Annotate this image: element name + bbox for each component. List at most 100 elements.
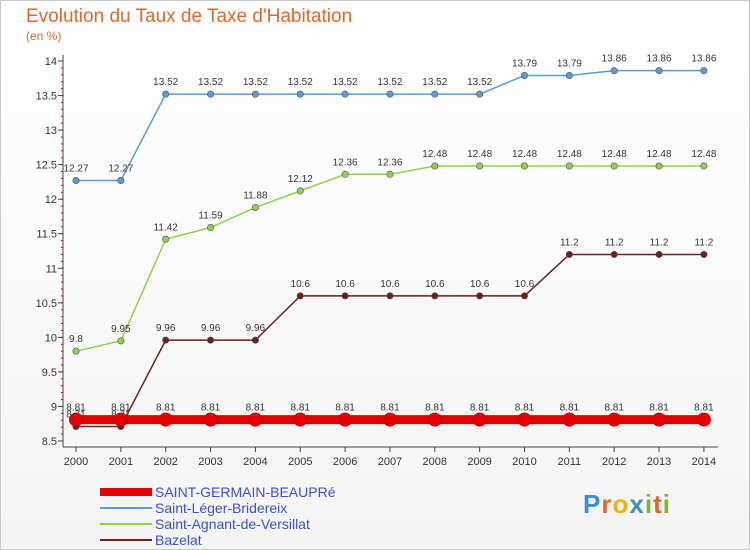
data-point — [520, 292, 528, 300]
chart-title: Evolution du Taux de Taxe d'Habitation — [26, 6, 353, 27]
data-label: 13.52 — [198, 77, 223, 88]
series-1: 12.27 12.27 13.52 13.52 13.52 13.52 13.52 13.52… — [63, 54, 717, 185]
data-point — [248, 412, 263, 427]
data-label: 13.52 — [467, 77, 492, 88]
data-point — [696, 412, 711, 427]
data-point — [207, 90, 215, 98]
data-point — [251, 336, 259, 344]
data-label: 9.96 — [156, 323, 176, 334]
data-label: 11.59 — [198, 211, 223, 222]
data-label: 12.48 — [691, 149, 716, 160]
data-point — [610, 162, 618, 170]
data-label: 11.2 — [650, 237, 669, 248]
data-point — [293, 412, 308, 427]
y-tick-label: 9 — [51, 401, 57, 413]
data-label: 10.6 — [515, 279, 535, 290]
x-tick-label: 2012 — [602, 456, 626, 468]
logo-letter: i — [644, 489, 654, 519]
x-tick-label: 2004 — [243, 456, 267, 468]
data-point — [476, 162, 484, 170]
data-label: 8.81 — [335, 403, 355, 414]
data-point — [565, 72, 573, 80]
data-point — [655, 67, 663, 75]
data-label: 12.27 — [63, 164, 88, 175]
y-tick-label: 14 — [45, 56, 57, 68]
data-label: 12.36 — [377, 157, 402, 168]
y-tick-label: 8.5 — [42, 436, 57, 448]
data-label: 13.52 — [422, 77, 447, 88]
data-label: 8.81 — [380, 403, 400, 414]
data-label: 13.52 — [377, 77, 402, 88]
data-point — [472, 412, 487, 427]
data-point — [296, 90, 304, 98]
data-point — [251, 90, 259, 98]
data-point — [655, 162, 663, 170]
x-tick-label: 2000 — [64, 456, 88, 468]
data-label: 10.6 — [425, 279, 445, 290]
data-label: 8.81 — [111, 403, 131, 414]
data-point — [520, 72, 528, 80]
data-label: 9.96 — [201, 323, 221, 334]
y-tick-label: 12 — [45, 194, 57, 206]
logo-letter: t — [653, 489, 663, 519]
data-point — [655, 250, 663, 258]
data-point — [517, 412, 532, 427]
data-label: 13.52 — [153, 77, 178, 88]
series-3: 8.718.719.969.969.9610.610.610.610.610.6… — [66, 237, 714, 430]
series-2: 9.8 9.95 11.42 11.59 11.88 12.12 12.36 12.36 12.… — [69, 149, 717, 355]
data-point — [652, 412, 667, 427]
data-point — [162, 90, 170, 98]
data-label: 12.12 — [288, 174, 313, 185]
y-tick-label: 12.5 — [36, 160, 57, 172]
y-tick-label: 10 — [45, 332, 57, 344]
data-point — [203, 412, 218, 427]
logo-letter: o — [612, 489, 630, 519]
data-label: 13.52 — [288, 77, 313, 88]
data-point — [476, 90, 484, 98]
data-label: 12.48 — [512, 149, 537, 160]
logo-letter: r — [601, 489, 613, 519]
data-label: 12.48 — [647, 149, 672, 160]
data-point — [610, 250, 618, 258]
data-label: 13.79 — [512, 59, 537, 70]
logo-letter: P — [583, 489, 602, 519]
y-tick-label: 13.5 — [36, 91, 57, 103]
data-point — [296, 187, 304, 195]
data-point — [431, 292, 439, 300]
y-tick-label: 11 — [46, 263, 57, 275]
data-label: 8.81 — [649, 403, 669, 414]
data-point — [207, 224, 215, 232]
data-point — [341, 170, 349, 178]
data-point — [386, 170, 394, 178]
data-point — [251, 203, 259, 211]
data-label: 9.96 — [246, 323, 266, 334]
legend-label: Bazelat — [155, 532, 202, 548]
axes: 8.5 9 9.5 10 10.5 11 11.5 12 12.5 13 13.5 14 2000 200… — [36, 55, 718, 468]
x-tick-label: 2002 — [153, 456, 177, 468]
data-label: 9.95 — [111, 324, 131, 335]
data-label: 13.79 — [557, 59, 582, 70]
data-label: 8.81 — [156, 403, 176, 414]
data-label: 10.6 — [470, 279, 490, 290]
data-label: 10.6 — [335, 279, 355, 290]
data-label: 10.6 — [380, 279, 400, 290]
data-label: 11.2 — [695, 237, 714, 248]
data-label: 8.81 — [425, 403, 445, 414]
data-point — [700, 162, 708, 170]
data-point — [431, 90, 439, 98]
data-label: 12.48 — [422, 149, 447, 160]
data-label: 11.88 — [243, 190, 268, 201]
data-label: 11.2 — [560, 237, 579, 248]
x-tick-label: 2003 — [198, 456, 222, 468]
legend-label: Saint-Léger-Bridereix — [155, 500, 287, 516]
data-point — [338, 412, 353, 427]
data-point — [565, 250, 573, 258]
data-label: 11.2 — [605, 237, 624, 248]
logo-letter: x — [629, 489, 645, 519]
data-point — [162, 235, 170, 243]
data-point — [607, 412, 622, 427]
data-label: 11.42 — [154, 222, 179, 233]
x-tick-label: 2010 — [512, 456, 536, 468]
data-point — [565, 162, 573, 170]
